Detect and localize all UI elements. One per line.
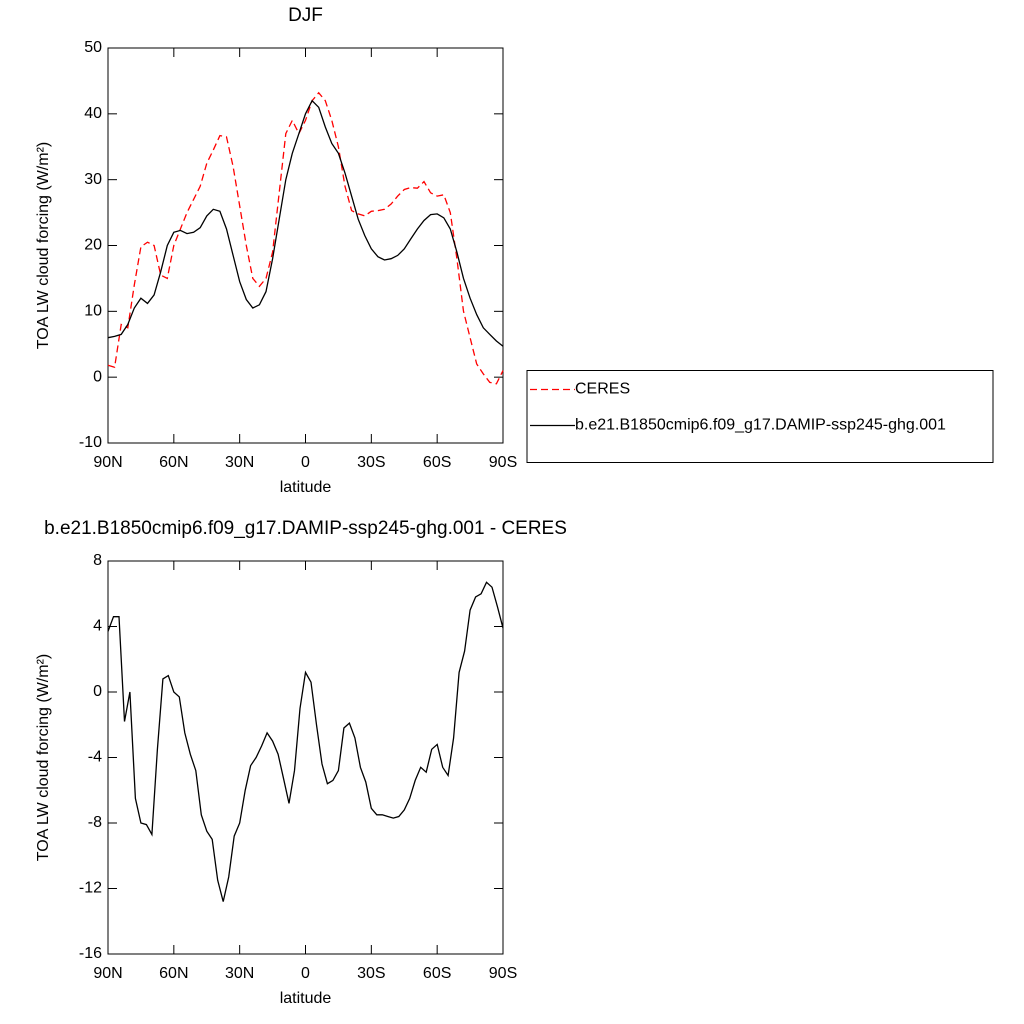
x-tick-label: 60N [159, 965, 188, 982]
y-tick-label: -10 [79, 434, 102, 451]
x-tick-label: 60S [423, 454, 451, 471]
x-axis-label: latitude [280, 479, 332, 496]
x-tick-label: 30S [357, 965, 385, 982]
x-tick-label: 30N [225, 965, 254, 982]
data-line [107, 581, 504, 902]
legend-box [526, 370, 994, 463]
y-tick-label: 4 [93, 618, 102, 635]
y-tick-label: 10 [84, 303, 102, 320]
data-line [107, 99, 504, 347]
x-tick-label: 60N [159, 454, 188, 471]
y-tick-label: 20 [84, 237, 102, 254]
x-tick-label: 0 [301, 965, 310, 982]
x-tick-label: 60S [423, 965, 451, 982]
chart-title: DJF [288, 5, 323, 26]
y-tick-label: 0 [93, 368, 102, 385]
x-axis-label: latitude [280, 990, 332, 1007]
plot-frame [107, 560, 504, 955]
legend-label: CERES [575, 381, 630, 398]
chart-title: b.e21.B1850cmip6.f09_g17.DAMIP-ssp245-gh… [44, 518, 567, 539]
y-tick-label: 0 [93, 683, 102, 700]
x-tick-label: 0 [301, 454, 310, 471]
x-tick-label: 30S [357, 454, 385, 471]
data-line [107, 91, 504, 385]
y-tick-label: 40 [84, 105, 102, 122]
x-tick-label: 30N [225, 454, 254, 471]
y-tick-label: 8 [93, 552, 102, 569]
y-tick-label: -12 [79, 880, 102, 897]
y-tick-label: -16 [79, 945, 102, 962]
y-tick-label: -4 [88, 749, 102, 766]
legend-label: b.e21.B1850cmip6.f09_g17.DAMIP-ssp245-gh… [575, 417, 946, 434]
y-tick-label: 30 [84, 171, 102, 188]
x-tick-label: 90N [93, 965, 122, 982]
x-tick-label: 90N [93, 454, 122, 471]
y-tick-label: -8 [88, 814, 102, 831]
x-tick-label: 90S [489, 454, 517, 471]
y-axis-label: TOA LW cloud forcing (W/m²) [35, 142, 52, 349]
y-tick-label: 50 [84, 39, 102, 56]
y-axis-label: TOA LW cloud forcing (W/m²) [35, 654, 52, 861]
x-tick-label: 90S [489, 965, 517, 982]
